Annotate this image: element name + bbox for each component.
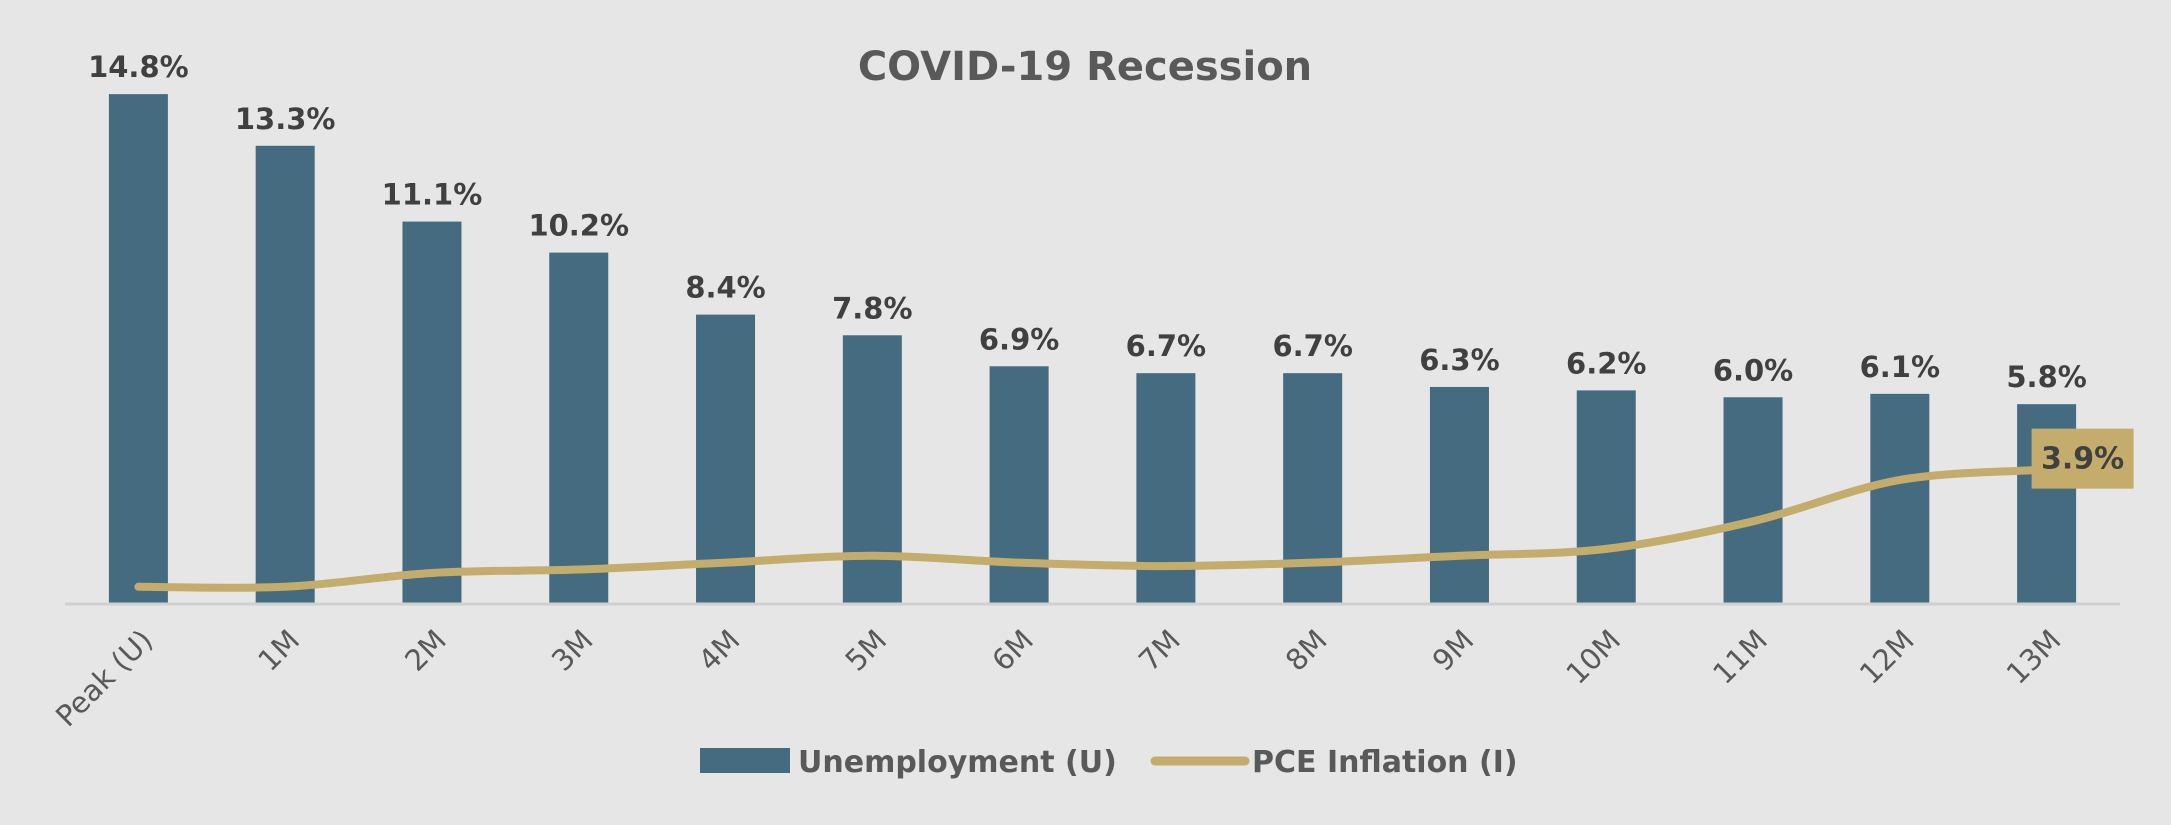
legend-label-pce-inflation: PCE Inflation (I) bbox=[1252, 745, 1518, 780]
x-tick-label: 12M bbox=[1853, 623, 1921, 691]
legend-swatch-bar bbox=[700, 748, 790, 773]
bar bbox=[696, 314, 756, 604]
bar-data-label: 6.1% bbox=[1860, 350, 1940, 384]
x-tick-label: 7M bbox=[1132, 623, 1187, 678]
bar bbox=[1870, 393, 1930, 604]
x-tick-label: 11M bbox=[1706, 623, 1774, 691]
x-tick-label: 6M bbox=[985, 623, 1040, 678]
legend-label-unemployment: Unemployment (U) bbox=[798, 745, 1117, 780]
bar bbox=[1283, 373, 1343, 604]
bar bbox=[255, 145, 315, 604]
chart-title: COVID-19 Recession bbox=[858, 44, 1312, 90]
bar bbox=[842, 335, 902, 604]
bar bbox=[549, 252, 609, 604]
bar-data-label: 6.3% bbox=[1419, 343, 1499, 377]
bar-data-label: 6.9% bbox=[979, 322, 1059, 356]
bar bbox=[1429, 386, 1489, 604]
line-layer: 3.9% bbox=[134, 428, 2134, 592]
x-tick-label: 8M bbox=[1279, 623, 1334, 678]
bar-data-label: 5.8% bbox=[2006, 360, 2086, 394]
bar-data-label: 6.7% bbox=[1126, 329, 1206, 363]
x-tick-label: 4M bbox=[692, 623, 747, 678]
x-tick-label: 13M bbox=[2000, 623, 2068, 691]
bar-data-label: 6.7% bbox=[1272, 329, 1352, 363]
x-tick-label: 2M bbox=[398, 623, 453, 678]
x-tick-label: 5M bbox=[838, 623, 893, 678]
bar bbox=[1576, 390, 1636, 604]
x-tick-label: 10M bbox=[1559, 623, 1627, 691]
legend: Unemployment (U) PCE Inflation (I) bbox=[700, 745, 1518, 780]
bar-data-label: 14.8% bbox=[88, 50, 189, 84]
bar-data-label: 13.3% bbox=[235, 102, 336, 136]
bar-data-label: 6.2% bbox=[1566, 346, 1646, 380]
inflation-callout-box bbox=[2031, 428, 2134, 489]
bars-layer: 14.8% 13.3% 11.1% 10.2% 8.4% 7.8% 6.9% 6.7% 6.7%… bbox=[88, 50, 2087, 605]
x-tick-label: 9M bbox=[1426, 623, 1481, 678]
x-tick-label: 3M bbox=[545, 623, 600, 678]
x-tick-label: Peak (U) bbox=[49, 623, 159, 733]
inflation-line bbox=[134, 465, 2051, 592]
bar-data-label: 6.0% bbox=[1713, 353, 1793, 387]
bar bbox=[1723, 397, 1783, 604]
bar-data-label: 8.4% bbox=[685, 271, 765, 305]
inflation-callout-label: 3.9% bbox=[2041, 442, 2124, 477]
legend-item-unemployment: Unemployment (U) bbox=[700, 745, 1117, 780]
legend-item-pce-inflation: PCE Inflation (I) bbox=[1150, 745, 1518, 780]
bar bbox=[402, 221, 462, 604]
bar-data-label: 7.8% bbox=[832, 291, 912, 325]
bar bbox=[108, 94, 168, 605]
bar bbox=[989, 366, 1049, 604]
bar-data-label: 11.1% bbox=[382, 178, 483, 212]
x-tick-labels: Peak (U) 1M 2M 3M 4M 5M 6M 7M 8M 9M 10M 11M 12M 13M bbox=[49, 623, 2067, 733]
x-tick-label: 1M bbox=[251, 623, 306, 678]
bar-data-label: 10.2% bbox=[528, 209, 629, 243]
